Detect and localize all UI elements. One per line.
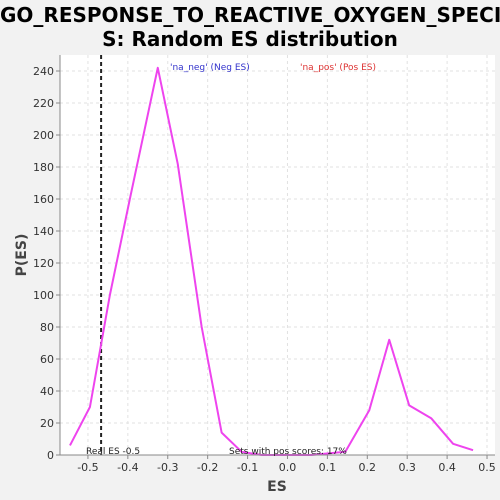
- y-tick-label: 140: [33, 225, 54, 238]
- y-tick-label: 160: [33, 193, 54, 206]
- chart-title-line-1: GO_RESPONSE_TO_REACTIVE_OXYGEN_SPECIE: [0, 3, 500, 27]
- y-tick-label: 120: [33, 257, 54, 270]
- real-es-label: Real ES -0.5: [86, 447, 140, 457]
- y-ticks: 0 20 40 60 80 100 120 140 160 180 200 220 240: [33, 65, 60, 462]
- y-tick-label: 180: [33, 161, 54, 174]
- y-tick-label: 40: [40, 385, 54, 398]
- x-tick-label: 0.3: [398, 461, 416, 474]
- x-tick-label: -0.5: [77, 461, 98, 474]
- x-tick-label: -0.2: [197, 461, 218, 474]
- y-tick-label: 80: [40, 321, 54, 334]
- x-tick-label: -0.1: [237, 461, 258, 474]
- x-tick-label: 0.0: [279, 461, 297, 474]
- chart-title-line-2: S: Random ES distribution: [102, 27, 398, 51]
- legend-pos: 'na_pos' (Pos ES): [300, 63, 376, 73]
- x-tick-label: 0.5: [478, 461, 496, 474]
- y-tick-label: 60: [40, 353, 54, 366]
- y-tick-label: 220: [33, 97, 54, 110]
- y-tick-label: 0: [47, 449, 54, 462]
- plot-area: [60, 55, 495, 455]
- x-tick-label: -0.4: [117, 461, 138, 474]
- x-axis-label: ES: [267, 479, 287, 495]
- y-tick-label: 200: [33, 129, 54, 142]
- sets-note: Sets with pos scores: 17%: [229, 447, 347, 457]
- y-tick-label: 20: [40, 417, 54, 430]
- x-tick-label: 0.4: [438, 461, 456, 474]
- x-tick-label: 0.2: [359, 461, 377, 474]
- x-tick-label: 0.1: [319, 461, 337, 474]
- y-axis-label: P(ES): [14, 234, 30, 277]
- y-tick-label: 100: [33, 289, 54, 302]
- x-ticks: -0.5 -0.4 -0.3 -0.2 -0.1 0.0 0.1 0.2 0.3 0.4 0.5: [77, 455, 496, 474]
- x-tick-label: -0.3: [157, 461, 178, 474]
- y-tick-label: 240: [33, 65, 54, 78]
- legend-neg: 'na_neg' (Neg ES): [170, 63, 250, 73]
